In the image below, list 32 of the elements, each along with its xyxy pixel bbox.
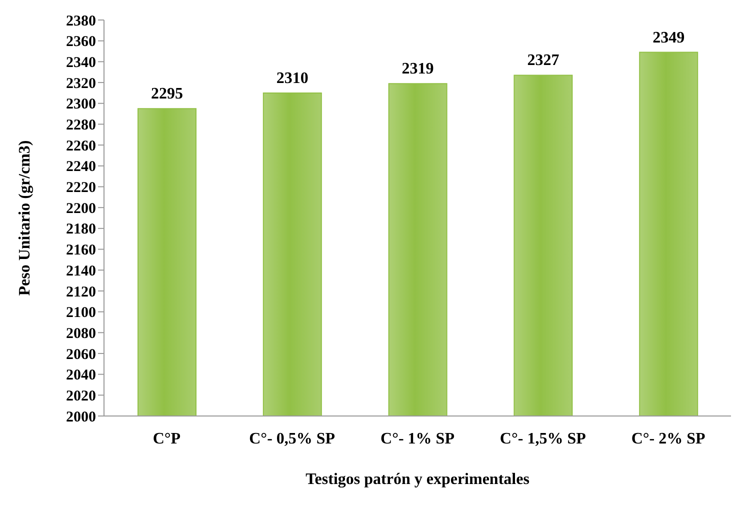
y-tick-label: 2060 bbox=[66, 346, 96, 363]
y-tick-label: 2280 bbox=[66, 118, 96, 134]
data-label: 2310 bbox=[276, 70, 308, 87]
y-tick-label: 2000 bbox=[66, 409, 96, 426]
y-tick-label: 2020 bbox=[66, 388, 96, 404]
data-label: 2319 bbox=[402, 60, 434, 78]
y-tick-label: 2260 bbox=[66, 138, 96, 154]
y-tick-label: 2160 bbox=[66, 242, 96, 259]
y-tick-label: 2240 bbox=[66, 159, 96, 176]
x-axis-title: Testigos patrón y experimentales bbox=[306, 471, 530, 488]
x-tick-label: C°P bbox=[152, 430, 181, 448]
data-label: 2349 bbox=[652, 29, 685, 46]
y-tick-label: 2380 bbox=[66, 13, 96, 30]
y-axis-title: Peso Unitario (gr/cm3) bbox=[16, 140, 34, 296]
y-tick-label: 2300 bbox=[66, 96, 96, 113]
y-tick-label: 2220 bbox=[66, 180, 96, 196]
y-tick-label: 2120 bbox=[66, 284, 96, 300]
x-tick-label: C°- 2% SP bbox=[631, 430, 706, 448]
data-label: 2295 bbox=[151, 86, 183, 103]
y-tick-label: 2200 bbox=[66, 200, 96, 217]
x-tick-label: C°- 1% SP bbox=[380, 430, 455, 448]
y-tick-label: 2360 bbox=[66, 34, 96, 50]
y-tick-label: 2340 bbox=[66, 55, 96, 72]
y-tick-label: 2040 bbox=[66, 368, 96, 384]
data-label: 2327 bbox=[527, 52, 560, 70]
y-tick-label: 2100 bbox=[66, 305, 96, 322]
y-tick-label: 2320 bbox=[66, 76, 96, 92]
x-tick-label: C°- 0,5% SP bbox=[249, 430, 336, 448]
y-tick-label: 2140 bbox=[66, 263, 96, 280]
x-tick-label: C°- 1,5% SP bbox=[500, 430, 586, 448]
y-tick-label: 2080 bbox=[66, 326, 96, 342]
y-tick-label: 2180 bbox=[66, 222, 96, 238]
